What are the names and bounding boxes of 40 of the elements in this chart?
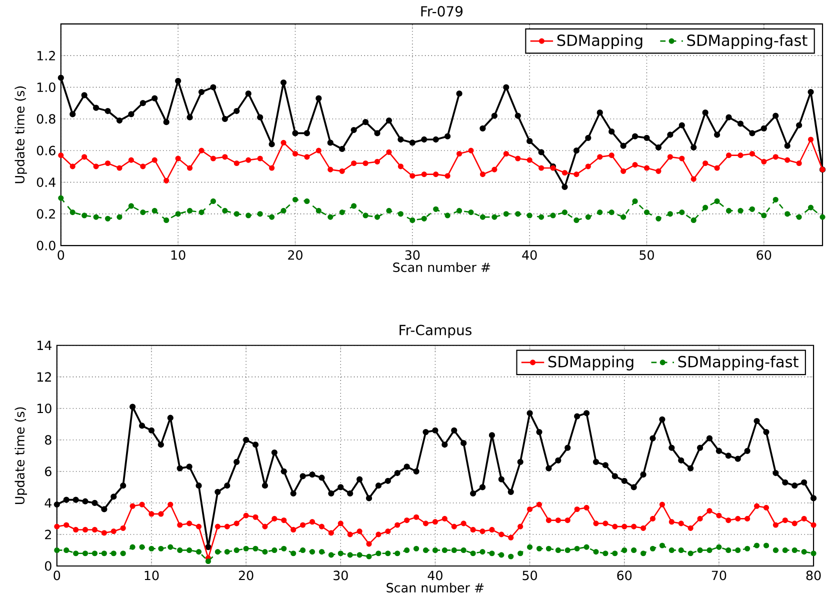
y-tick-label: 4: [44, 498, 52, 508]
legend-label: SDMapping: [557, 34, 642, 50]
y-tick-label: 1.2: [37, 50, 55, 60]
chart-title: Fr-079: [421, 6, 463, 17]
x-axis-title: Scan number #: [393, 262, 490, 272]
legend-label: SDMapping: [548, 356, 634, 370]
y-tick-label: 6: [45, 466, 52, 476]
x-tick-label: 30: [334, 570, 348, 580]
y-tick-label: 0.4: [36, 177, 56, 188]
y-tick-label: 0.8: [36, 114, 56, 124]
x-axis-title: Scan number #: [386, 582, 484, 593]
legend-label: SDMapping-fast: [687, 34, 808, 50]
y-tick-label: 0.6: [36, 146, 56, 156]
y-tick-label: 0.0: [36, 240, 56, 250]
x-tick-label: 40: [522, 250, 537, 260]
x-tick-label: 70: [712, 570, 726, 580]
y-axis-title: Update time (s): [14, 86, 27, 184]
y-tick-label: 8: [45, 435, 52, 445]
y-tick-label: 2: [45, 530, 51, 540]
x-tick-label: 20: [238, 570, 254, 580]
y-tick-label: 14: [38, 340, 52, 350]
x-tick-label: 30: [405, 250, 420, 260]
y-tick-label: 0: [44, 561, 52, 571]
x-tick-label: 60: [756, 250, 772, 260]
y-tick-label: 1.0: [37, 82, 56, 92]
y-tick-label: 0.2: [36, 209, 55, 219]
x-tick-label: 60: [617, 570, 632, 580]
x-tick-label: 50: [640, 250, 654, 260]
x-tick-label: 80: [806, 570, 821, 580]
x-tick-label: 10: [144, 570, 159, 580]
y-tick-label: 12: [38, 372, 51, 382]
x-tick-label: 20: [288, 250, 302, 260]
y-tick-label: 10: [38, 404, 52, 414]
legend-label: SDMapping-fast: [678, 356, 798, 370]
y-axis-title: Update time (s): [14, 407, 27, 504]
x-tick-label: 50: [522, 570, 537, 580]
chart-title: Fr-Campus: [400, 324, 472, 338]
x-tick-label: 40: [428, 570, 442, 580]
x-tick-label: 10: [171, 250, 186, 260]
x-tick-label: 0: [58, 250, 64, 260]
